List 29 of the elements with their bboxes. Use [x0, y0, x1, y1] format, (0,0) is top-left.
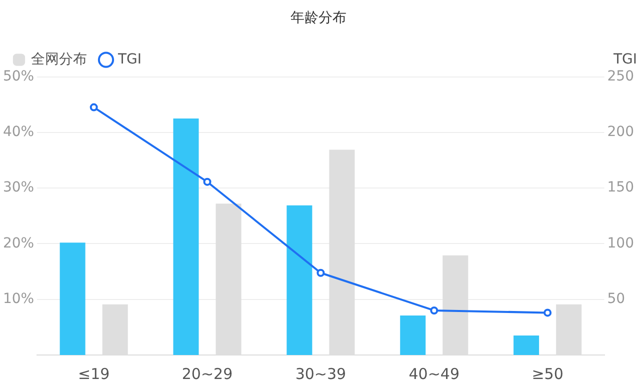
x-tick-label: 30~39 — [295, 364, 346, 383]
y2-tick-label: 100 — [607, 235, 634, 252]
point — [430, 306, 438, 314]
bar — [60, 242, 86, 355]
legend-label: 全网分布 — [31, 51, 87, 68]
bar — [173, 118, 199, 355]
point — [90, 103, 98, 112]
y-tick-label: 40% — [2, 124, 34, 140]
bar — [514, 336, 540, 355]
y-tick-label: 50% — [2, 68, 34, 84]
y2-tick-label: 50 — [607, 291, 626, 307]
y-tick-label: 20% — [2, 235, 34, 252]
y2-axis-title: TGI — [612, 51, 637, 68]
x-tick-label: ≥50 — [532, 364, 564, 383]
x-tick-label: 20~29 — [182, 364, 233, 383]
x-tick-label: 40~49 — [408, 364, 460, 383]
legend-label: TGI — [117, 51, 142, 68]
x-tick-label: ≤19 — [78, 364, 110, 383]
bar — [400, 315, 426, 355]
point — [203, 178, 212, 186]
y-tick-label: 10% — [2, 291, 34, 307]
y-tick-label: 30% — [2, 180, 34, 196]
y2-tick-label: 200 — [607, 124, 634, 140]
point — [544, 308, 552, 317]
chart-title: 年龄分布 — [290, 10, 346, 26]
bar — [286, 205, 312, 355]
point — [316, 268, 325, 277]
y2-tick-label: 150 — [607, 180, 634, 196]
y2-tick-label: 250 — [607, 68, 634, 84]
